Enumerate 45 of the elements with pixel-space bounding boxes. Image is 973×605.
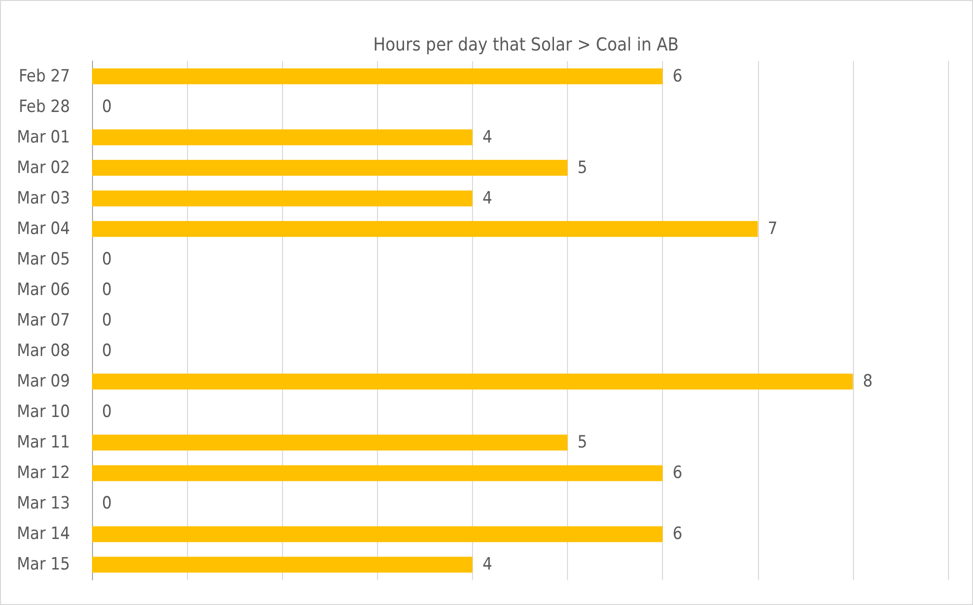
y-tick-label: Mar 01 [16, 127, 70, 148]
y-tick-label: Feb 27 [18, 66, 70, 86]
data-label: 0 [102, 249, 112, 270]
data-label: 6 [672, 524, 682, 544]
data-label: 8 [862, 372, 873, 392]
data-label: 6 [672, 463, 682, 484]
chart-title: Hours per day that Solar > Coal in AB [373, 34, 679, 56]
data-label: 0 [102, 494, 112, 514]
y-tick-label: Mar 07 [16, 310, 70, 330]
bar [92, 465, 663, 482]
y-tick-label: Mar 13 [16, 494, 70, 514]
data-label: 4 [482, 554, 492, 575]
bar [92, 526, 663, 542]
y-tick-label: Mar 05 [16, 249, 70, 270]
y-tick-label: Mar 09 [16, 372, 70, 392]
y-tick-label: Mar 08 [16, 341, 70, 362]
data-label: 7 [768, 218, 778, 239]
bar [92, 374, 853, 390]
data-label: 0 [102, 96, 112, 117]
bar [92, 434, 568, 451]
data-label: 4 [482, 188, 492, 208]
bar [92, 160, 568, 176]
data-label: 4 [482, 127, 492, 148]
bar [92, 190, 472, 206]
y-tick-label: Mar 04 [16, 218, 70, 239]
bar [92, 68, 663, 84]
data-label: 5 [578, 432, 588, 453]
y-tick-label: Mar 14 [16, 524, 70, 544]
y-tick-label: Mar 06 [16, 280, 70, 300]
bar [92, 556, 472, 573]
bar [92, 129, 472, 146]
y-tick-label: Mar 11 [16, 432, 70, 453]
y-tick-label: Mar 12 [16, 463, 70, 484]
data-label: 6 [672, 66, 682, 86]
y-tick-label: Feb 28 [18, 96, 70, 117]
y-tick-label: Mar 03 [16, 188, 70, 208]
bar [92, 220, 758, 237]
data-label: 5 [578, 158, 588, 178]
y-tick-label: Mar 02 [16, 158, 70, 178]
data-label: 0 [102, 341, 112, 362]
y-tick-label: Mar 10 [16, 402, 70, 422]
data-label: 0 [102, 280, 112, 300]
data-label: 0 [102, 402, 112, 422]
data-label: 0 [102, 310, 112, 330]
y-tick-label: Mar 15 [16, 554, 70, 575]
